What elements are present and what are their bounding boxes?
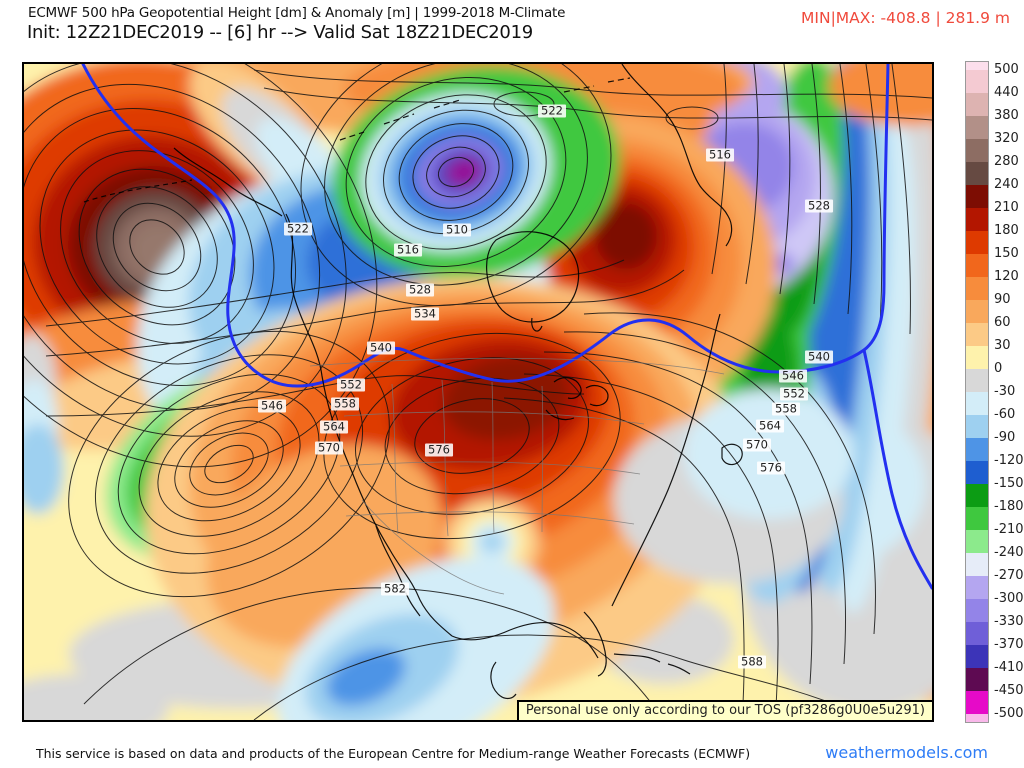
colorbar-tick-label: 440 <box>994 85 1019 100</box>
colorbar-cell <box>966 438 988 461</box>
contour-label: 522 <box>538 104 566 118</box>
colorbar-cell <box>966 392 988 415</box>
init-valid-line: Init: 12Z21DEC2019 -- [6] hr --> Valid S… <box>27 22 533 43</box>
colorbar-cell <box>966 139 988 162</box>
contour-label: 564 <box>320 420 348 434</box>
colorbar-cell <box>966 208 988 231</box>
colorbar-tick-label: -120 <box>994 453 1024 468</box>
colorbar-tick-label: -270 <box>994 568 1024 583</box>
contour-label: 528 <box>805 199 833 213</box>
brand-link[interactable]: weathermodels.com <box>825 743 988 762</box>
contour-label: 588 <box>738 655 766 669</box>
colorbar-tick-label: -330 <box>994 614 1024 629</box>
colorbar-tick-label: 0 <box>994 361 1003 376</box>
colorbar-tick-label: -240 <box>994 545 1024 560</box>
contour-label: 522 <box>284 222 312 236</box>
colorbar-tick-label: 30 <box>994 338 1011 353</box>
contour-label: 558 <box>331 397 359 411</box>
colorbar-tick-label: 500 <box>994 62 1019 77</box>
colorbar-tick-label: 180 <box>994 223 1019 238</box>
colorbar-tick-label: 320 <box>994 131 1019 146</box>
contour-label: 516 <box>706 148 734 162</box>
colorbar-cell <box>966 62 988 70</box>
colorbar-cell <box>966 323 988 346</box>
colorbar-cell <box>966 530 988 553</box>
colorbar-cell <box>966 507 988 530</box>
colorbar: 500 440 380 320 280 240 210 180 150 120 90 60 30 0 -30… <box>965 61 1024 723</box>
height-contours <box>24 64 932 720</box>
colorbar-cell <box>966 691 988 714</box>
footer-attribution: This service is based on data and produc… <box>36 746 751 761</box>
contour-label: 576 <box>425 443 453 457</box>
colorbar-cell <box>966 300 988 323</box>
colorbar-cell <box>966 461 988 484</box>
colorbar-cell <box>966 369 988 392</box>
coastlines <box>83 64 743 700</box>
chart-title: ECMWF 500 hPa Geopotential Height [dm] &… <box>28 5 566 21</box>
colorbar-cell <box>966 254 988 277</box>
colorbar-tick-label: -300 <box>994 591 1024 606</box>
colorbar-tick-label: 90 <box>994 292 1011 307</box>
colorbar-tick-label: -210 <box>994 522 1024 537</box>
colorbar-cell <box>966 622 988 645</box>
contour-label: 570 <box>743 438 771 452</box>
colorbar-tick-label: 240 <box>994 177 1019 192</box>
colorbar-tick-label: -60 <box>994 407 1016 422</box>
contour-label: 558 <box>772 402 800 416</box>
colorbar-cells <box>965 61 989 723</box>
colorbar-cell <box>966 599 988 622</box>
watermark: Personal use only according to our TOS (… <box>516 700 932 720</box>
colorbar-cell <box>966 576 988 599</box>
colorbar-cell <box>966 714 988 722</box>
colorbar-cell <box>966 668 988 691</box>
colorbar-cell <box>966 346 988 369</box>
contour-label: 576 <box>757 461 785 475</box>
contour-label: 540 <box>805 350 833 364</box>
contour-label: 570 <box>315 441 343 455</box>
colorbar-cell <box>966 415 988 438</box>
contour-label: 516 <box>394 243 422 257</box>
colorbar-tick-label: -180 <box>994 499 1024 514</box>
colorbar-tick-label: -500 <box>994 706 1024 721</box>
colorbar-tick-label: -410 <box>994 660 1024 675</box>
colorbar-tick-label: -30 <box>994 384 1016 399</box>
colorbar-tick-label: 120 <box>994 269 1019 284</box>
colorbar-tick-label: -150 <box>994 476 1024 491</box>
colorbar-tick-label: -370 <box>994 637 1024 652</box>
colorbar-cell <box>966 231 988 254</box>
colorbar-cell <box>966 185 988 208</box>
colorbar-cell <box>966 645 988 668</box>
contour-label: 540 <box>367 341 395 355</box>
colorbar-cell <box>966 162 988 185</box>
colorbar-cell <box>966 484 988 507</box>
state-borders <box>309 357 725 595</box>
colorbar-tick-label: -450 <box>994 683 1024 698</box>
contour-label: 534 <box>411 307 439 321</box>
colorbar-tick-label: 380 <box>994 108 1019 123</box>
colorbar-cell <box>966 93 988 116</box>
map-canvas: 522 522 516 510 516 528 528 534 540 546 552 558 564 5… <box>22 62 934 722</box>
colorbar-tick-label: 280 <box>994 154 1019 169</box>
contour-label: 528 <box>406 283 434 297</box>
colorbar-tick-label: -90 <box>994 430 1016 445</box>
colorbar-cell <box>966 70 988 93</box>
contour-label: 510 <box>443 223 471 237</box>
contour-label: 546 <box>258 399 286 413</box>
contour-label: 564 <box>756 419 784 433</box>
colorbar-cell <box>966 553 988 576</box>
contour-label: 552 <box>780 387 808 401</box>
colorbar-tick-label: 210 <box>994 200 1019 215</box>
contour-label: 582 <box>381 582 409 596</box>
contour-label: 546 <box>779 369 807 383</box>
contour-540-blue <box>81 64 932 590</box>
colorbar-cell <box>966 116 988 139</box>
colorbar-tick-label: 150 <box>994 246 1019 261</box>
colorbar-cell <box>966 277 988 300</box>
anomaly-map-svg <box>24 64 932 720</box>
colorbar-tick-label: 60 <box>994 315 1011 330</box>
minmax-readout: MIN|MAX: -408.8 | 281.9 m <box>801 9 1010 27</box>
contour-label: 552 <box>337 378 365 392</box>
